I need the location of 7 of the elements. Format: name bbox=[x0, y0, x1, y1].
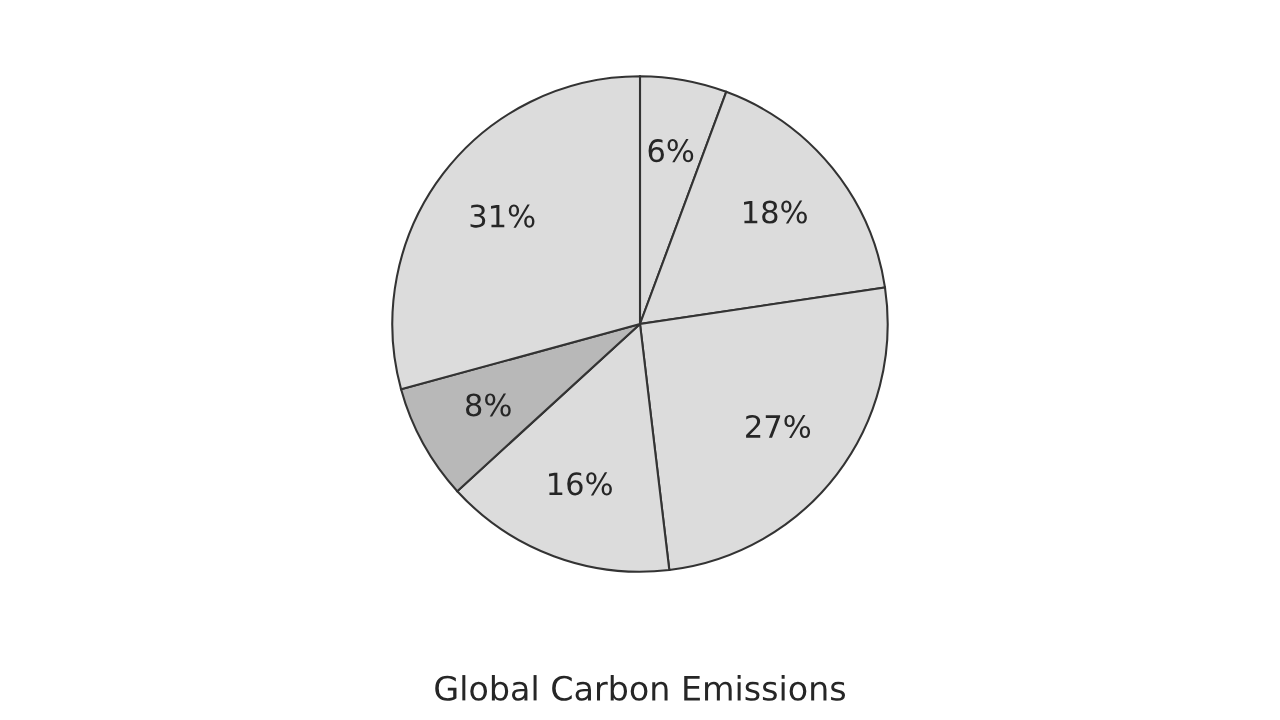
data-label: 27% bbox=[746, 414, 811, 439]
data-label: 16% bbox=[549, 472, 612, 496]
data-label: 31% bbox=[470, 204, 535, 228]
text: Global Carbon Emissions bbox=[435, 675, 846, 701]
data-label: 6% bbox=[648, 139, 694, 163]
data-label: 18% bbox=[744, 200, 807, 224]
data-label: 8% bbox=[466, 393, 511, 417]
